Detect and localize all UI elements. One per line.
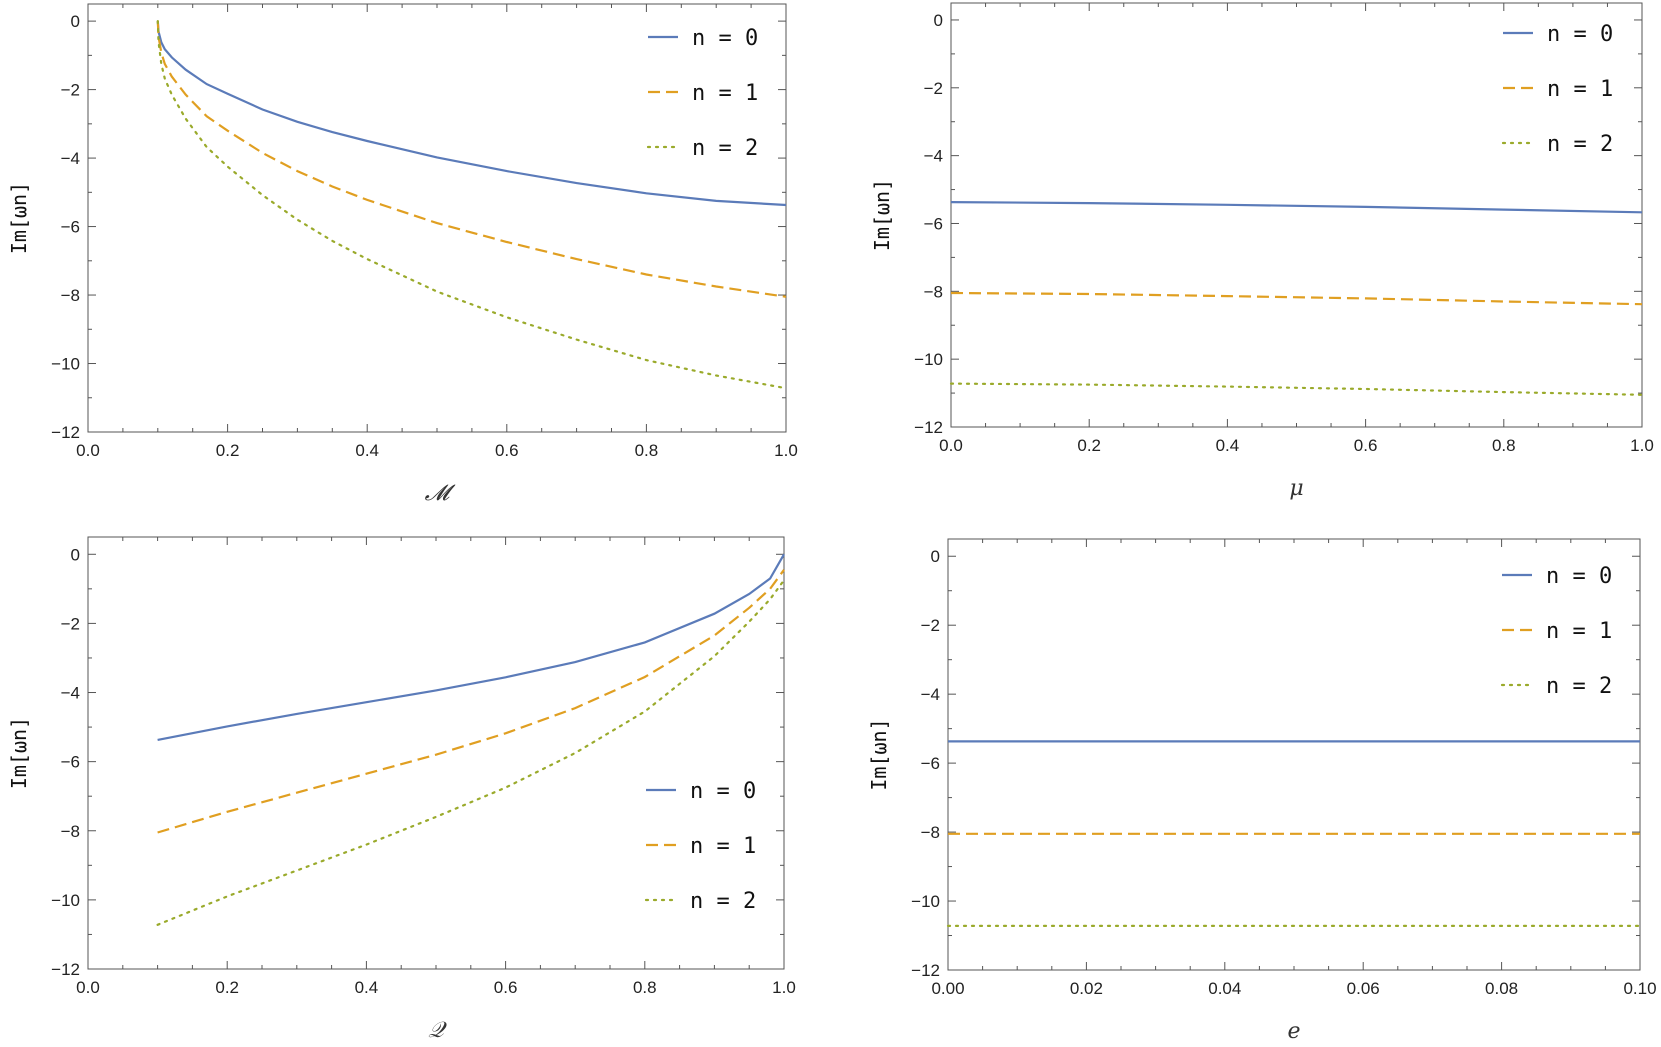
x-tick-label: 0.0 — [76, 441, 100, 460]
y-tick-label: −10 — [914, 350, 943, 369]
plot-frame — [87, 3, 787, 433]
y-tick-label: −10 — [911, 892, 940, 911]
x-tick-label: 1.0 — [772, 978, 796, 997]
y-tick-label: −10 — [51, 891, 80, 910]
series-line-n0 — [157, 553, 785, 741]
legend: n = 0 n = 1 n = 2 — [644, 779, 756, 914]
x-tick-label: 0.02 — [1070, 979, 1103, 998]
legend-label-n1: n = 1 — [690, 834, 756, 859]
x-tick-label: 1.0 — [1630, 436, 1654, 455]
series-line-n2 — [156, 20, 788, 390]
y-tick-label: 0 — [71, 545, 80, 564]
chart-panel-4: 0.00 0.02 0.04 0.06 0.08 0.10 0 −2 −4 −6 −8 −10 −12 e… — [867, 538, 1657, 1044]
y-tick-label: −6 — [61, 218, 80, 237]
y-tick-label: −6 — [61, 753, 80, 772]
y-tick-label: 0 — [931, 547, 940, 566]
x-tick-label: 0.2 — [215, 978, 239, 997]
x-tick-label: 0.10 — [1623, 979, 1656, 998]
y-tick-label: 0 — [71, 12, 80, 31]
x-axis-label: e — [1287, 1019, 1300, 1044]
series-line-n1 — [157, 569, 785, 834]
y-tick-label: −2 — [924, 79, 943, 98]
y-axis-label: Im[ωn] — [7, 182, 31, 254]
chart-panel-1: 0.0 0.2 0.4 0.6 0.8 1.0 0 −2 −4 −6 −8 −10 −12 𝓜 Im[ωn]… — [7, 3, 798, 506]
y-tick-label: −8 — [924, 282, 943, 301]
legend-label-n2: n = 2 — [1546, 674, 1612, 699]
chart-panel-2: 0.0 0.2 0.4 0.6 0.8 1.0 0 −2 −4 −6 −8 −10 −12 μ Im[ωn]… — [870, 2, 1654, 501]
x-tick-label: 0.6 — [495, 441, 519, 460]
legend-label-n0: n = 0 — [1546, 564, 1612, 589]
x-tick-label: 0.2 — [1077, 436, 1101, 455]
x-tick-label: 0.2 — [216, 441, 240, 460]
y-tick-label: −8 — [61, 822, 80, 841]
legend-label-n0: n = 0 — [690, 779, 756, 804]
y-axis-label: Im[ωn] — [867, 718, 891, 790]
y-tick-label: −12 — [51, 960, 80, 979]
plot-frame — [950, 2, 1643, 428]
y-tick-label: 0 — [934, 11, 943, 30]
legend: n = 0 n = 1 n = 2 — [1500, 564, 1612, 699]
y-tick-label: −4 — [921, 685, 940, 704]
y-tick-label: −2 — [921, 616, 940, 635]
x-tick-label: 0.08 — [1485, 979, 1518, 998]
y-tick-label: −4 — [61, 684, 80, 703]
legend-label-n1: n = 1 — [1547, 77, 1613, 102]
plot-frame — [87, 536, 785, 970]
series-line-n1 — [156, 21, 787, 298]
series-line-n2 — [949, 382, 1644, 396]
x-axis-label: 𝓜 — [425, 481, 456, 506]
legend-label-n0: n = 0 — [1547, 22, 1613, 47]
y-tick-label: −12 — [914, 418, 943, 437]
y-axis-label: Im[ωn] — [870, 179, 894, 251]
x-tick-label: 0.8 — [1492, 436, 1516, 455]
series-line-n0 — [950, 201, 1643, 214]
legend: n = 0 n = 1 n = 2 — [646, 26, 758, 161]
y-tick-label: −6 — [924, 214, 943, 233]
y-axis-label: Im[ωn] — [7, 717, 31, 789]
legend-label-n0: n = 0 — [692, 26, 758, 51]
x-tick-label: 0.4 — [355, 441, 379, 460]
series-line-n2 — [156, 579, 786, 926]
y-tick-label: −12 — [51, 423, 80, 442]
x-tick-label: 0.6 — [494, 978, 518, 997]
y-tick-label: −12 — [911, 961, 940, 980]
x-tick-label: 0.04 — [1208, 979, 1241, 998]
chart-panel-3: 0.0 0.2 0.4 0.6 0.8 1.0 0 −2 −4 −6 −8 −10 −12 𝒬 Im[ωn]… — [7, 536, 796, 1043]
x-tick-label: 0.4 — [355, 978, 379, 997]
x-tick-label: 0.00 — [931, 979, 964, 998]
plot-frame — [947, 538, 1641, 971]
y-tick-label: −2 — [61, 81, 80, 100]
legend: n = 0 n = 1 n = 2 — [1501, 22, 1613, 157]
y-tick-label: −2 — [61, 614, 80, 633]
x-tick-label: 1.0 — [774, 441, 798, 460]
x-tick-label: 0.4 — [1216, 436, 1240, 455]
x-tick-label: 0.8 — [635, 441, 659, 460]
x-tick-label: 0.6 — [1354, 436, 1378, 455]
y-tick-label: −4 — [61, 149, 80, 168]
y-tick-label: −10 — [51, 355, 80, 374]
legend-label-n2: n = 2 — [690, 889, 756, 914]
x-axis-label: 𝒬 — [428, 1018, 447, 1043]
x-tick-label: 0.0 — [939, 436, 963, 455]
series-line-n0 — [156, 21, 787, 207]
series-line-n1 — [950, 291, 1643, 306]
legend-label-n2: n = 2 — [1547, 132, 1613, 157]
x-tick-label: 0.06 — [1347, 979, 1380, 998]
y-tick-label: −6 — [921, 754, 940, 773]
legend-label-n1: n = 1 — [692, 81, 758, 106]
y-tick-label: −8 — [921, 823, 940, 842]
x-axis-label: μ — [1289, 476, 1303, 501]
x-tick-label: 0.8 — [633, 978, 657, 997]
legend-label-n1: n = 1 — [1546, 619, 1612, 644]
y-tick-label: −8 — [61, 286, 80, 305]
legend-label-n2: n = 2 — [692, 136, 758, 161]
x-tick-label: 0.0 — [76, 978, 100, 997]
y-tick-label: −4 — [924, 147, 943, 166]
